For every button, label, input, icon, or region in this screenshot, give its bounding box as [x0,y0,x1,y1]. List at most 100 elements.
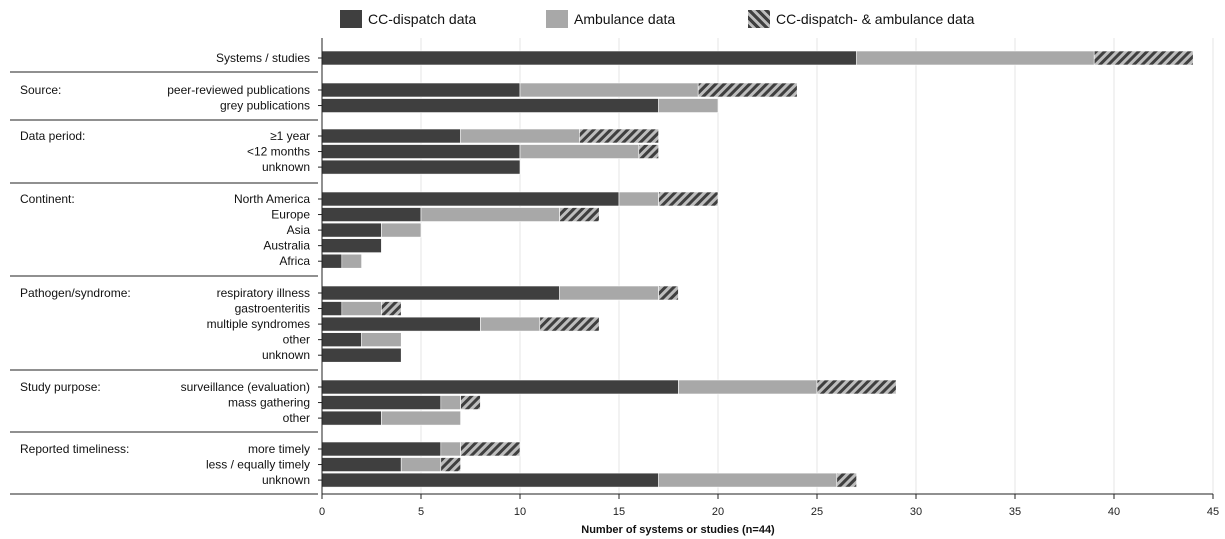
row-label-6-1: less / equally timely [206,458,310,472]
x-tick-label-45: 45 [1207,506,1219,518]
x-tick-label-35: 35 [1009,506,1021,518]
row-label-4-3: other [283,333,310,347]
bar-cc-5-2 [321,410,382,426]
bar-amb-3-0 [618,191,659,207]
bar-both-3-1 [559,207,600,222]
row-label-2-2: unknown [262,160,310,174]
row-label-3-3: Australia [263,239,310,253]
row-label-3-0: North America [234,192,310,206]
bar-both-2-0 [579,128,659,144]
bar-cc-4-4 [321,347,402,363]
row-label-6-0: more timely [248,442,310,456]
bar-cc-1-1 [321,98,659,113]
bar-cc-4-0 [321,285,560,301]
bar-amb-5-2 [381,410,461,426]
legend-swatch-both [748,10,770,28]
bar-cc-5-0 [321,379,679,395]
row-label-4-1: gastroenteritis [235,302,310,316]
bar-cc-6-0 [321,441,442,457]
bar-amb-4-0 [559,285,659,301]
bar-cc-3-3 [321,238,382,253]
row-label-4-4: unknown [262,348,310,362]
bar-amb-3-2 [381,222,422,238]
bar-cc-4-1 [321,301,343,316]
legend-item-cc-dispatch: CC-dispatch data [340,10,476,28]
x-tick-label-20: 20 [712,506,724,518]
bar-both-1-0 [697,82,798,98]
row-label-2-1: <12 months [247,145,310,159]
legend-item-both: CC-dispatch- & ambulance data [748,10,974,28]
group-label-2: Data period: [20,129,85,143]
bar-both-2-1 [638,144,659,159]
row-label-3-1: Europe [271,208,310,222]
bar-amb-6-0 [440,441,461,457]
x-axis-title: Number of systems or studies (n=44) [581,524,775,536]
row-label-5-1: mass gathering [228,396,310,410]
x-tick-label-40: 40 [1108,506,1120,518]
x-tick-label-0: 0 [319,506,325,518]
bar-both-4-0 [658,285,679,301]
bar-cc-4-2 [321,316,481,332]
bar-both-4-2 [539,316,600,332]
group-label-1: Source: [20,83,61,97]
row-label-4-2: multiple syndromes [207,317,310,331]
bar-both-6-2 [836,472,857,488]
bar-amb-1-1 [658,98,719,113]
legend-item-ambulance: Ambulance data [546,10,675,28]
bar-cc-2-2 [321,159,521,175]
bar-both-5-1 [460,395,481,410]
bar-amb-6-2 [658,472,838,488]
bar-cc-0-0 [321,50,857,66]
bar-cc-3-1 [321,207,422,222]
bar-cc-6-1 [321,457,402,472]
x-tick-label-5: 5 [418,506,424,518]
bar-amb-3-4 [341,253,362,269]
row-label-5-0: surveillance (evaluation) [181,380,310,394]
bar-amb-4-2 [480,316,541,332]
bar-amb-6-1 [400,457,442,472]
group-label-5: Study purpose: [20,380,101,394]
bar-amb-2-1 [519,144,640,159]
row-label-0-0: Systems / studies [216,51,310,65]
bar-cc-1-0 [321,82,521,98]
bar-both-6-0 [460,441,521,457]
row-label-5-2: other [283,411,310,425]
row-label-1-1: grey publications [220,99,310,113]
legend-swatch-cc-dispatch [340,10,362,28]
bar-both-0-0 [1093,50,1194,66]
bar-cc-2-0 [321,128,461,144]
bar-both-5-0 [816,379,897,395]
bar-cc-3-0 [321,191,620,207]
chart-legend: CC-dispatch data Ambulance data CC-dispa… [0,6,1225,32]
bar-cc-5-1 [321,395,442,410]
group-label-3: Continent: [20,192,75,206]
bar-amb-4-3 [361,332,402,347]
bar-both-4-1 [381,301,402,316]
row-label-1-0: peer-reviewed publications [167,83,310,97]
bar-amb-5-1 [440,395,461,410]
row-label-6-2: unknown [262,473,310,487]
x-tick-label-10: 10 [514,506,526,518]
bar-cc-3-2 [321,222,382,238]
row-label-4-0: respiratory illness [217,286,310,300]
bar-amb-4-1 [341,301,382,316]
row-label-3-2: Asia [287,223,311,237]
x-tick-label-25: 25 [811,506,823,518]
bar-both-3-0 [658,191,719,207]
x-tick-label-15: 15 [613,506,625,518]
legend-label-both: CC-dispatch- & ambulance data [776,11,975,27]
bar-cc-2-1 [321,144,521,159]
bar-cc-3-4 [321,253,343,269]
row-label-2-0: ≥1 year [270,129,310,143]
legend-label-cc-dispatch: CC-dispatch data [368,11,477,27]
group-label-4: Pathogen/syndrome: [20,286,131,300]
row-label-3-4: Africa [279,254,310,268]
bar-amb-2-0 [460,128,580,144]
legend-swatch-ambulance [546,10,568,28]
bar-amb-5-0 [678,379,818,395]
bar-both-6-1 [440,457,461,472]
bar-amb-1-0 [519,82,699,98]
bar-cc-4-3 [321,332,362,347]
x-tick-label-30: 30 [910,506,922,518]
